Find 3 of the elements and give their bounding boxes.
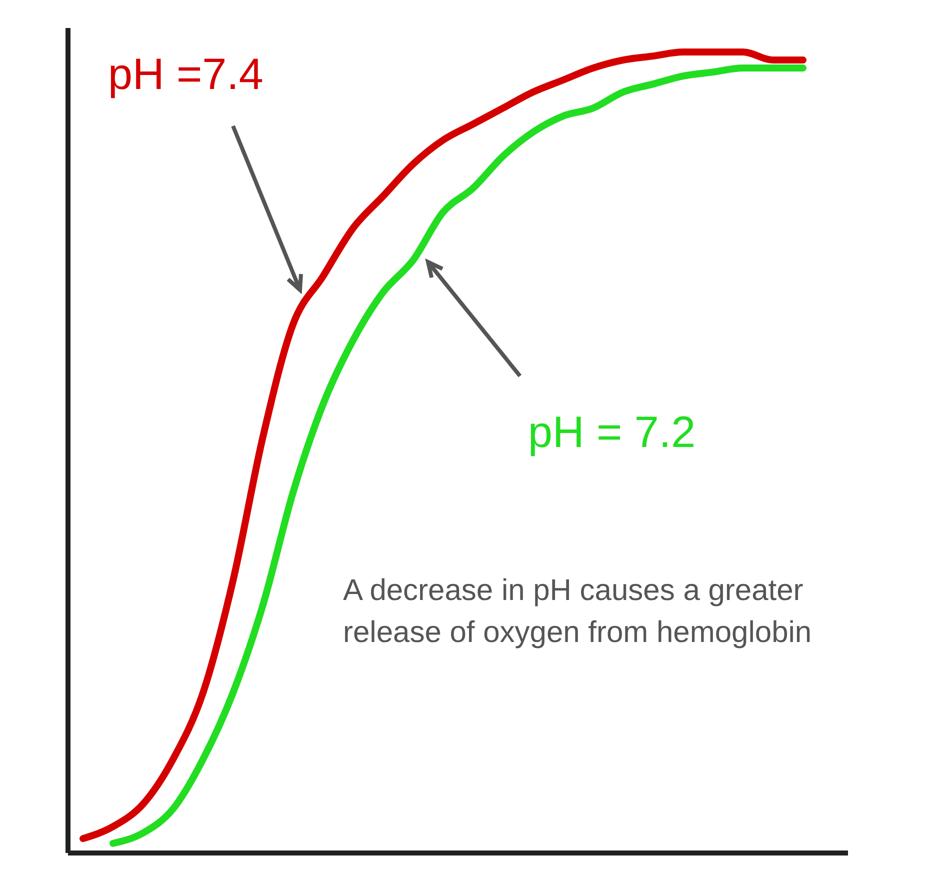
text: pH = 7.2 [528, 408, 696, 458]
annotation: A decrease in pH causes a greater release of oxygen from hemoglobin [343, 573, 813, 651]
text: pH =7.4 [108, 50, 264, 100]
